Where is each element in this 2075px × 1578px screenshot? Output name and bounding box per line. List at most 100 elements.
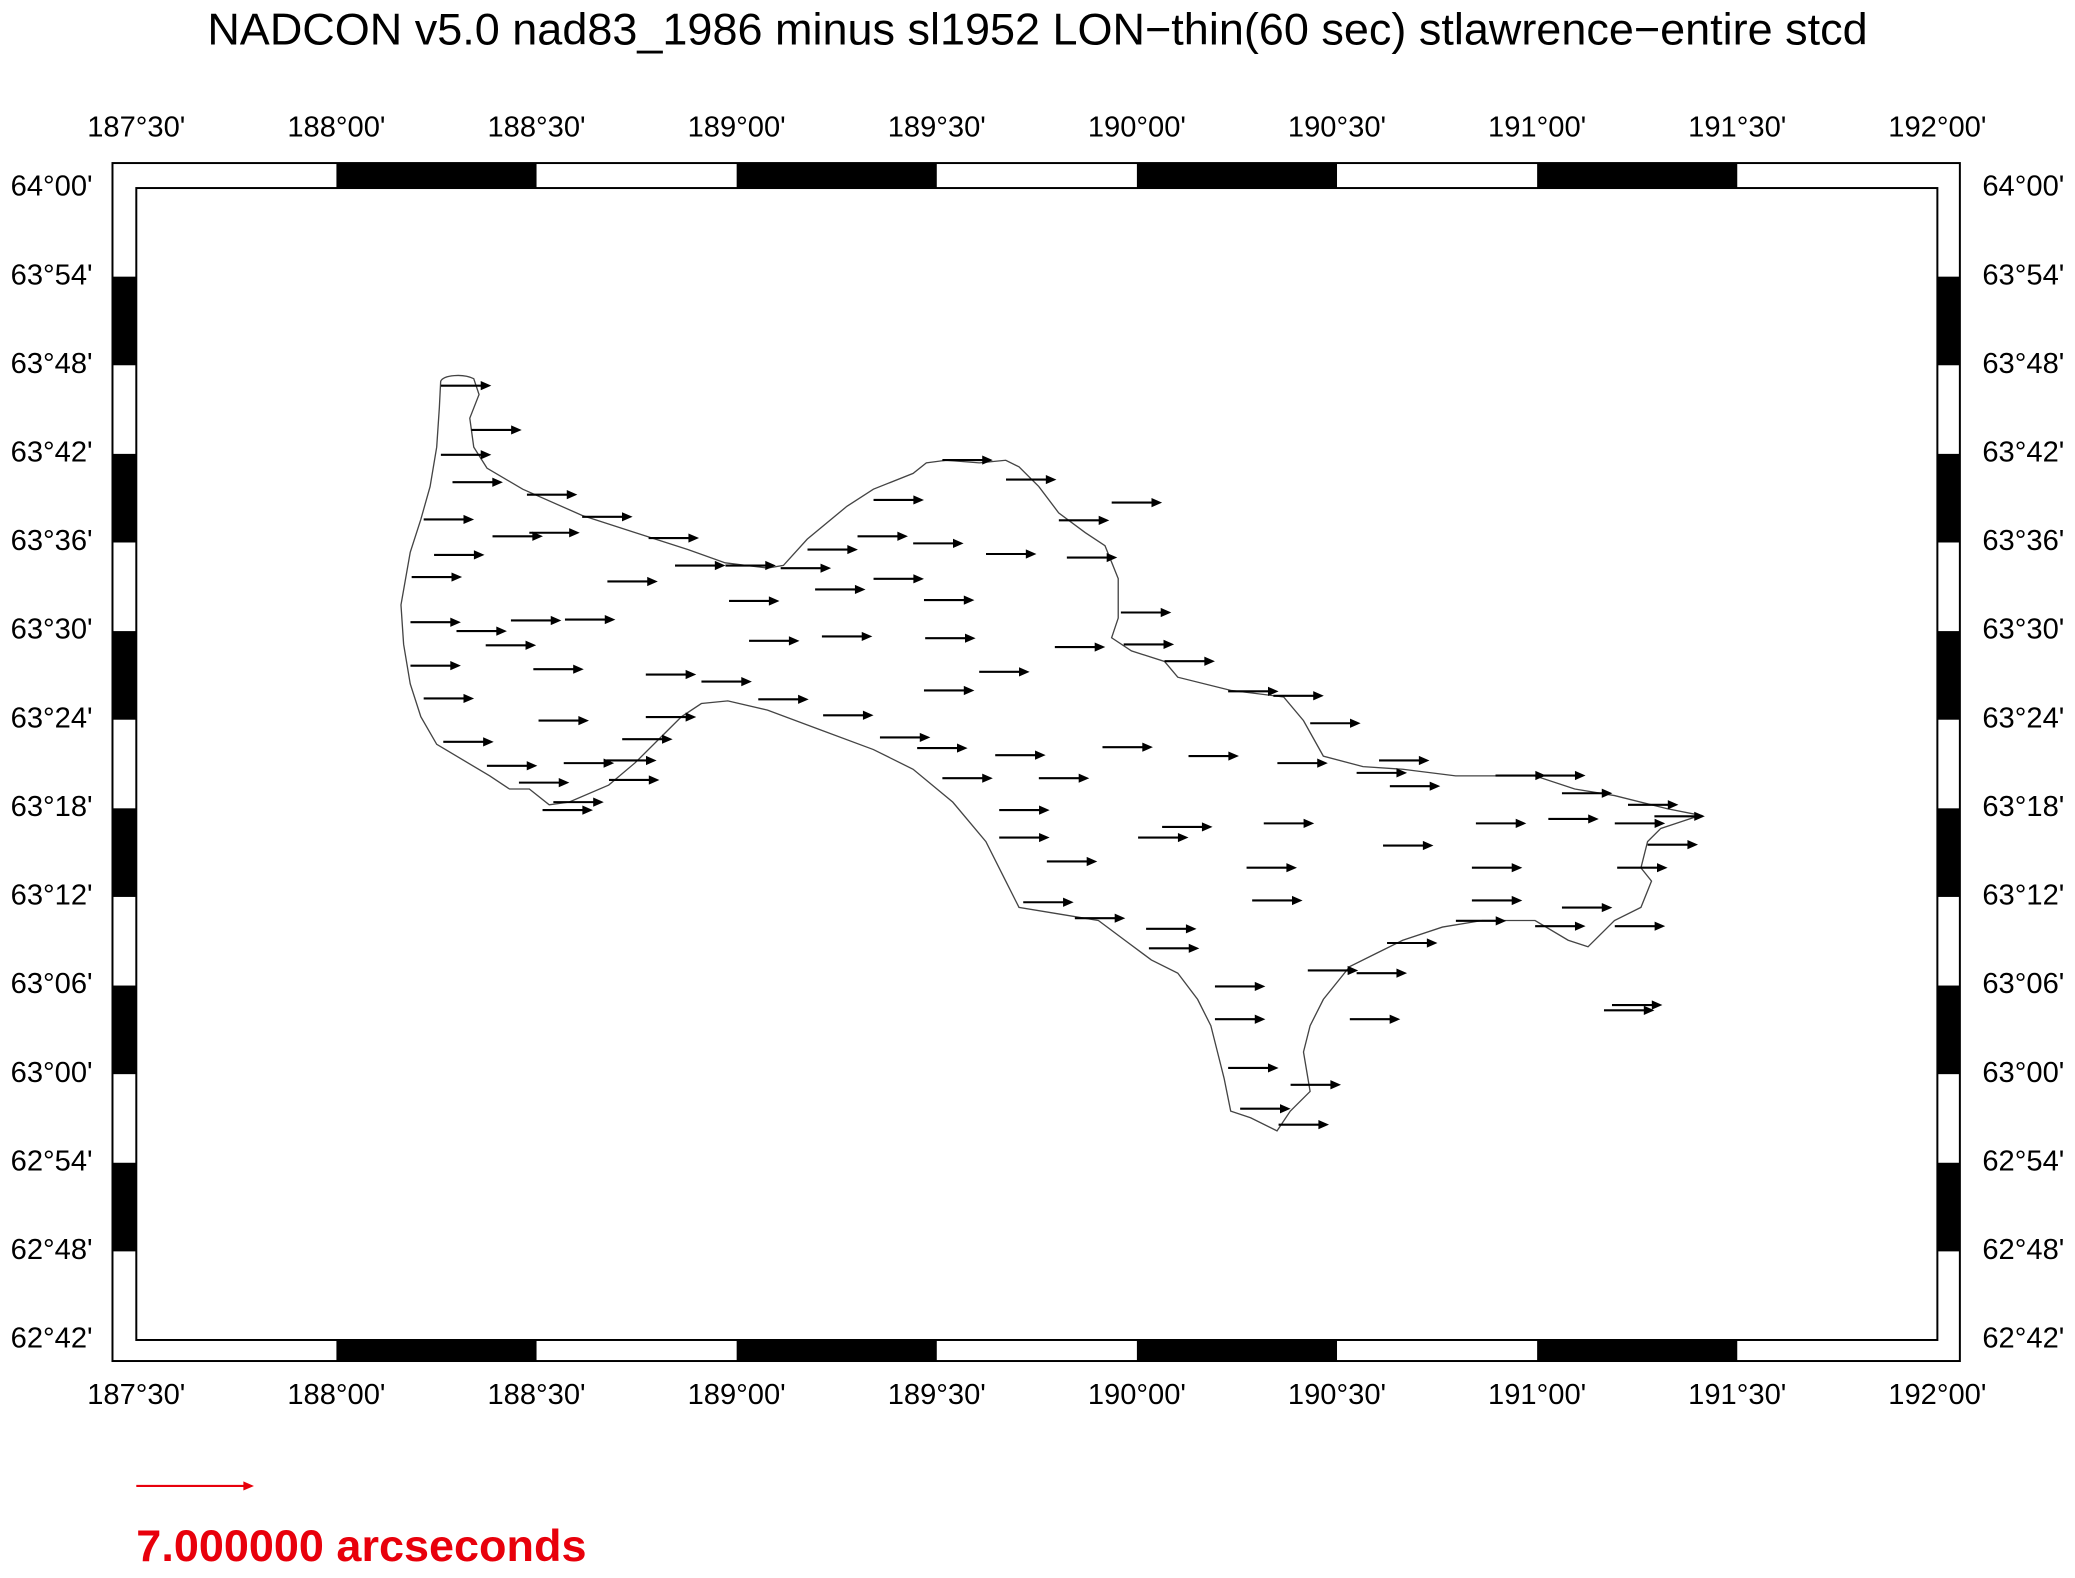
arrow-head: [965, 633, 976, 643]
y-tick-label-right: 63°48': [1982, 348, 2064, 380]
vector-arrow: [518, 778, 570, 788]
arrow-head: [1039, 805, 1050, 815]
vector-arrow: [1647, 840, 1699, 850]
vector-arrow: [440, 381, 492, 391]
arrow-head: [1291, 895, 1303, 906]
vector-arrow: [1252, 895, 1303, 906]
vector-arrow: [1471, 895, 1523, 906]
vector-arrow: [608, 775, 660, 785]
vector-arrow: [1290, 1080, 1342, 1090]
arrow-head: [1177, 832, 1189, 843]
vector-arrow: [1273, 691, 1324, 701]
y-tick-label-left: 62°42': [11, 1323, 93, 1355]
x-tick-label-top: 191°00': [1488, 112, 1586, 144]
vector-arrow: [1066, 552, 1118, 563]
vector-arrow: [410, 617, 461, 627]
vector-arrow: [675, 560, 726, 571]
vector-arrow: [1387, 938, 1438, 948]
scale-arrow: [136, 1481, 254, 1491]
vector-arrow: [1006, 474, 1057, 485]
vector-arrow: [1038, 773, 1090, 783]
vector-arrow: [1162, 822, 1213, 832]
vector-arrow: [749, 636, 800, 646]
vector-arrow: [1228, 686, 1279, 696]
arrow-head: [532, 531, 543, 541]
arrow-head: [1106, 552, 1118, 563]
arrow-head: [1389, 1014, 1401, 1024]
arrow-head: [1511, 863, 1523, 873]
vector-arrow: [758, 694, 809, 704]
y-tick-label-left: 63°48': [11, 348, 93, 380]
arrow-head: [1204, 656, 1215, 666]
vector-arrow: [1246, 863, 1297, 873]
arrow-head: [913, 495, 924, 505]
frame-band: [1136, 1339, 1338, 1362]
vector-arrow: [434, 550, 485, 560]
arrow-head: [1657, 863, 1668, 873]
vector-arrow: [913, 538, 964, 548]
vector-arrow: [1356, 768, 1408, 778]
vector-arrow: [1379, 755, 1430, 766]
vector-arrow: [486, 761, 538, 771]
vector-arrow: [823, 710, 874, 720]
arrow-head: [1254, 1014, 1266, 1024]
vector-arrow: [526, 490, 578, 500]
arrow-head: [788, 636, 800, 646]
arrow-head: [1039, 832, 1050, 843]
vector-arrow: [1627, 800, 1679, 810]
y-tick-label-left: 63°54': [11, 259, 93, 291]
y-tick-label-right: 63°06': [1982, 968, 2064, 1000]
frame-band: [112, 631, 137, 720]
arrow-head: [982, 773, 993, 783]
vector-arrow: [1603, 1005, 1655, 1015]
vector-arrow: [999, 832, 1050, 843]
vector-arrow: [1214, 981, 1266, 992]
arrow-head: [913, 574, 924, 584]
arrow-head: [492, 477, 503, 487]
arrow-head: [1654, 921, 1666, 931]
arrow-head: [1429, 781, 1441, 791]
vector-arrow: [1611, 1000, 1663, 1010]
arrow-head: [1511, 895, 1523, 906]
arrow-head: [604, 614, 616, 625]
outer-frame: [111, 162, 1961, 1363]
vector-arrow: [857, 531, 908, 541]
vector-arrow: [1054, 642, 1106, 652]
arrow-head: [450, 617, 461, 627]
vector-arrow: [815, 584, 866, 595]
vector-arrow: [1475, 818, 1527, 828]
y-tick-label-left: 63°36': [11, 525, 93, 557]
vector-arrow: [1535, 770, 1586, 781]
arrow-head: [741, 677, 752, 687]
x-tick-label-bottom: 187°30': [87, 1379, 185, 1411]
arrow-head: [1142, 742, 1153, 752]
vector-arrow: [1240, 1104, 1291, 1114]
arrow-head: [496, 626, 507, 636]
frame-band: [736, 1339, 937, 1362]
arrow-head: [511, 425, 522, 435]
vector-arrow: [1310, 718, 1361, 728]
y-tick-label-left: 63°00': [11, 1057, 93, 1089]
frame-band: [336, 1339, 537, 1362]
vector-arrow: [542, 805, 593, 815]
arrow-head: [963, 595, 975, 605]
arrow-head: [582, 805, 593, 815]
arrow-head: [1279, 1104, 1291, 1114]
vector-arrow: [873, 574, 924, 584]
y-tick-label-left: 62°54': [11, 1145, 93, 1177]
vector-arrow: [1548, 814, 1599, 824]
arrow-head: [622, 512, 633, 522]
vector-arrow: [533, 664, 584, 674]
arrow-head: [714, 560, 726, 571]
vector-arrow: [917, 743, 968, 753]
vector-arrow: [1356, 968, 1408, 978]
arrow-head: [483, 737, 494, 747]
arrow-head: [1098, 515, 1110, 525]
arrow-head: [1667, 800, 1679, 810]
y-tick-label-left: 63°18': [11, 791, 93, 823]
vector-arrow: [648, 533, 700, 543]
vector-arrow: [1389, 781, 1441, 791]
vector-arrow: [1277, 758, 1328, 768]
x-tick-label-bottom: 190°00': [1088, 1379, 1186, 1411]
